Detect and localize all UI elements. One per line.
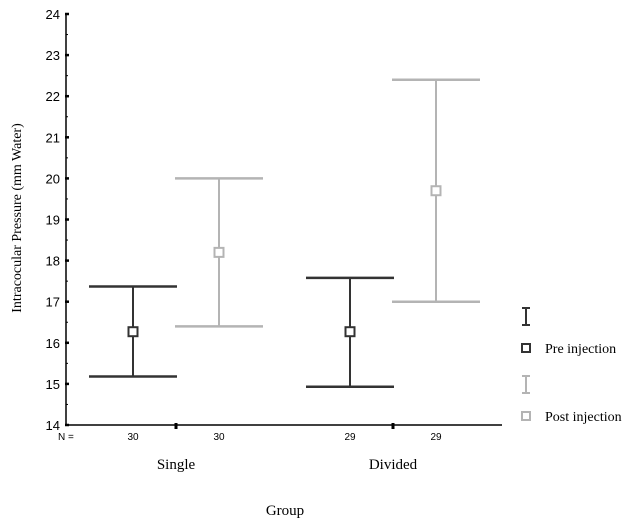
mean-marker <box>127 326 139 338</box>
y-tick-label: 20 <box>46 171 60 186</box>
error-bars <box>89 78 480 389</box>
y-tick-label: 14 <box>46 418 60 433</box>
y-tick-label: 24 <box>46 7 60 22</box>
y-tick-label: 16 <box>46 336 60 351</box>
n-count-label: 30 <box>127 432 139 443</box>
error-bar <box>306 276 394 389</box>
mean-marker <box>430 185 442 197</box>
n-count-label: 29 <box>344 432 356 443</box>
legend-label: Pre injection <box>545 342 616 357</box>
x-axis: Single Divided 30 29 30 29 <box>66 423 502 473</box>
y-tick-label: 15 <box>46 377 60 392</box>
y-tick-label: 18 <box>46 254 60 269</box>
y-tick-label: 17 <box>46 295 60 310</box>
error-bar <box>175 177 263 328</box>
legend: Pre injection Post injection <box>521 307 622 425</box>
y-tick-label: 19 <box>46 213 60 228</box>
y-tick-label: 21 <box>46 130 60 145</box>
x-axis-label: Group <box>266 503 304 519</box>
y-axis: 14 15 16 17 18 19 20 21 22 23 24 <box>46 7 69 433</box>
legend-marker-icon <box>521 343 531 353</box>
legend-label: Post injection <box>545 410 622 425</box>
y-tick-label: 22 <box>46 89 60 104</box>
n-count-label: 30 <box>213 432 225 443</box>
y-axis-label: Intracocular Pressure (mm Water) <box>10 123 25 313</box>
mean-marker <box>213 246 225 258</box>
error-bar <box>392 78 480 303</box>
x-category-label: Divided <box>369 457 418 473</box>
y-tick-label: 23 <box>46 48 60 63</box>
n-count-label: 29 <box>430 432 442 443</box>
mean-marker <box>344 326 356 338</box>
n-label: N = <box>58 432 74 443</box>
x-category-label: Single <box>157 457 196 473</box>
error-bar <box>89 285 177 378</box>
legend-marker-icon <box>521 411 531 421</box>
